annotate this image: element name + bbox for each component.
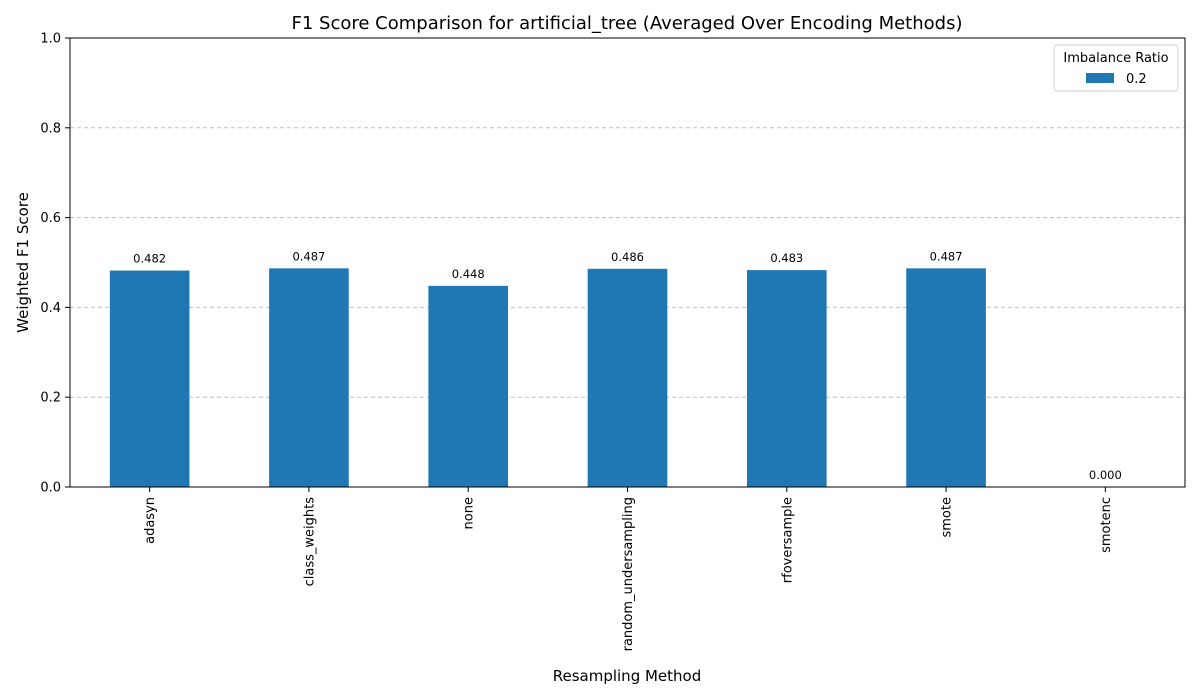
y-tick-label-0: 0.0	[40, 481, 61, 496]
bar-value-label-none: 0.448	[452, 267, 485, 281]
bar-value-label-rfoversample: 0.483	[770, 251, 803, 265]
bar-random_undersampling	[587, 268, 668, 487]
y-axis-label: Weighted F1 Score	[14, 192, 32, 333]
y-tick-label-4: 0.8	[40, 121, 61, 136]
legend: Imbalance Ratio 0.2	[1053, 44, 1179, 92]
x-tick-label-smote: smote	[940, 497, 955, 538]
x-tick-label-smotenc: smotenc	[1099, 497, 1114, 553]
y-tick-label-3: 0.6	[40, 211, 61, 226]
y-tick-label-1: 0.2	[40, 391, 61, 406]
grid-lines	[70, 127, 1185, 398]
x-tick-label-random_undersampling: random_undersampling	[621, 497, 636, 651]
y-tick-label-2: 0.4	[40, 301, 61, 316]
bar-value-label-adasyn: 0.482	[133, 252, 166, 266]
bar-value-label-random_undersampling: 0.486	[611, 250, 644, 264]
bar-value-label-smote: 0.487	[930, 249, 963, 263]
x-tick-label-none: none	[462, 497, 477, 529]
x-axis-label: Resampling Method	[553, 667, 702, 685]
chart-title: F1 Score Comparison for artificial_tree …	[291, 13, 962, 34]
x-tick-label-class_weights: class_weights	[302, 497, 317, 587]
bar-value-label-class_weights: 0.487	[292, 249, 325, 263]
bar-value-labels: 0.482 0.487 0.448 0.486 0.483 0.487 0.000	[133, 249, 1122, 482]
x-axis-ticks: adasyn class_weights none random_undersampl…	[143, 487, 1114, 651]
bar-smote	[906, 268, 986, 487]
y-tick-label-5: 1.0	[40, 32, 61, 47]
legend-title: Imbalance Ratio	[1063, 51, 1168, 66]
bar-rfoversample	[746, 270, 827, 487]
bar-adasyn	[109, 270, 190, 487]
bars	[109, 268, 986, 487]
x-tick-label-rfoversample: rfoversample	[780, 497, 795, 583]
bar-none	[428, 285, 509, 487]
y-axis-ticks: 0.0 0.2 0.4 0.6 0.8 1.0	[40, 32, 70, 496]
bar-value-label-smotenc: 0.000	[1089, 468, 1122, 482]
legend-swatch	[1086, 73, 1114, 83]
legend-box	[1053, 44, 1179, 92]
x-tick-label-adasyn: adasyn	[143, 497, 158, 544]
bar-class_weights	[269, 268, 349, 487]
legend-entry-label: 0.2	[1126, 72, 1147, 87]
